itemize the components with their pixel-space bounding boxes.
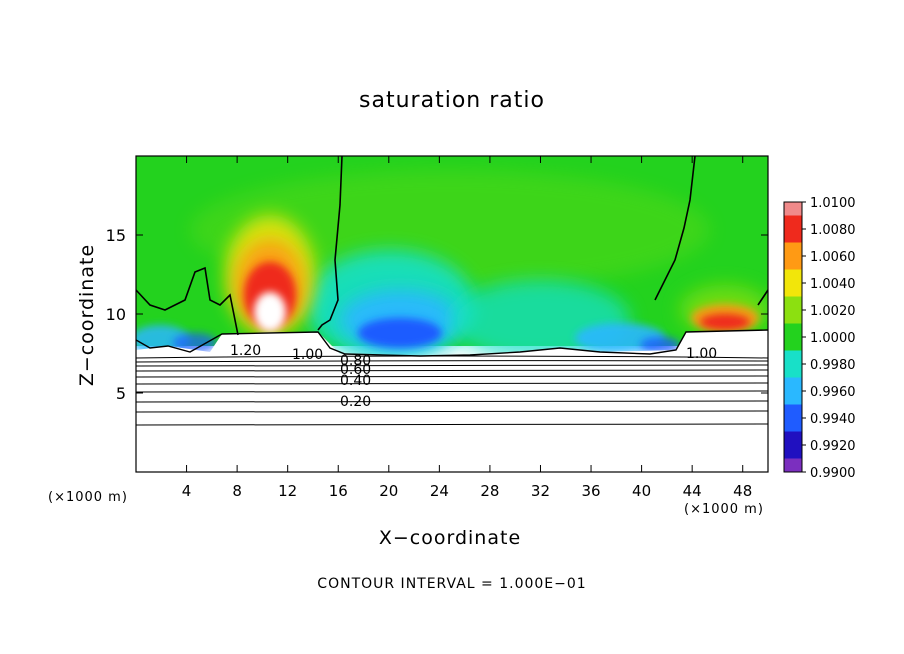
x-tick-label: 24 (430, 482, 449, 500)
colorbar-swatch (784, 215, 802, 229)
colorbar-swatch (784, 445, 802, 459)
contour-label: 0.40 (340, 373, 371, 389)
colorbar-label: 1.0100 (810, 196, 856, 211)
y-tick-label: 15 (106, 226, 126, 245)
x-tick-label: 20 (379, 482, 398, 500)
colorbar-swatch (784, 283, 802, 297)
contour-label: 0.20 (340, 394, 371, 410)
y-tick-label: 10 (106, 305, 126, 324)
y-axis-ticks: 5 10 15 (106, 226, 768, 403)
x-unit-label-right: (×1000 m) (684, 502, 764, 517)
contour-label: 0.60 (340, 362, 371, 378)
saturation-contour (136, 156, 768, 336)
x-tick-label: 40 (632, 482, 651, 500)
colorbar-label: 0.9960 (810, 385, 856, 400)
colorbar-label: 1.0060 (810, 250, 856, 265)
colorbar-label: 1.0040 (810, 277, 856, 292)
colorbar-swatch (784, 323, 802, 337)
colorbar-swatch (784, 310, 802, 324)
x-tick-label: 16 (329, 482, 348, 500)
contour-label: 0.80 (340, 353, 371, 369)
moist-plume-left (225, 215, 315, 335)
colorbar-swatch (784, 296, 802, 310)
colorbar-swatch (784, 404, 802, 418)
contour-interval-note: CONTOUR INTERVAL = 1.000E−01 (317, 576, 587, 592)
x-tick-label: 48 (733, 482, 752, 500)
colorbar-swatch (784, 337, 802, 351)
colorbar-label: 1.0000 (810, 331, 856, 346)
x-tick-label: 8 (232, 482, 242, 500)
colorbar-label: 0.9940 (810, 412, 856, 427)
chart-title: saturation ratio (359, 88, 545, 113)
contour-lines (136, 355, 768, 426)
y-tick-label: 5 (116, 384, 126, 403)
colorbar-swatch (784, 431, 802, 445)
colorbar-swatch (784, 364, 802, 378)
colorbar-swatch (784, 242, 802, 256)
x-tick-label: 36 (581, 482, 600, 500)
colorbar-swatch (784, 256, 802, 270)
colorbar-swatch (784, 350, 802, 364)
colorbar-label: 1.0020 (810, 304, 856, 319)
colorbar: 0.9900 0.9920 0.9940 0.9960 0.9980 1.0000 1.00… (783, 196, 856, 481)
x-axis-ticks: 4 8 12 16 20 24 28 32 36 40 44 48 (182, 156, 752, 500)
light-green-band (190, 170, 710, 290)
x-tick-label: 28 (480, 482, 499, 500)
colorbar-swatch (784, 229, 802, 243)
contour-label: 1.20 (230, 343, 261, 359)
plot-area (136, 156, 768, 472)
colorbar-swatch (784, 391, 802, 405)
x-tick-label: 4 (182, 482, 192, 500)
x-tick-label: 32 (531, 482, 550, 500)
x-tick-label: 12 (278, 482, 297, 500)
x-axis-label: X−coordinate (378, 527, 522, 549)
dry-anomaly (136, 250, 680, 360)
moist-patch-right (680, 285, 768, 335)
colorbar-swatch (784, 202, 802, 216)
colorbar-label: 0.9920 (810, 439, 856, 454)
colorbar-label: 0.9980 (810, 358, 856, 373)
y-axis-label: Z−coordinate (76, 243, 98, 387)
contour-labels: 1.20 1.00 0.80 0.60 0.40 0.20 1.00 (230, 343, 717, 410)
colorbar-swatch (784, 418, 802, 432)
colorbar-swatch (784, 458, 802, 472)
colorbar-label: 1.0080 (810, 223, 856, 238)
x-tick-label: 44 (683, 482, 702, 500)
contour-label: 1.00 (292, 347, 323, 363)
colorbar-swatch (784, 269, 802, 283)
contour-label: 1.00 (686, 346, 717, 362)
colorbar-swatch (784, 377, 802, 391)
x-unit-label-left: (×1000 m) (48, 490, 128, 505)
colorbar-label: 0.9900 (810, 466, 856, 481)
